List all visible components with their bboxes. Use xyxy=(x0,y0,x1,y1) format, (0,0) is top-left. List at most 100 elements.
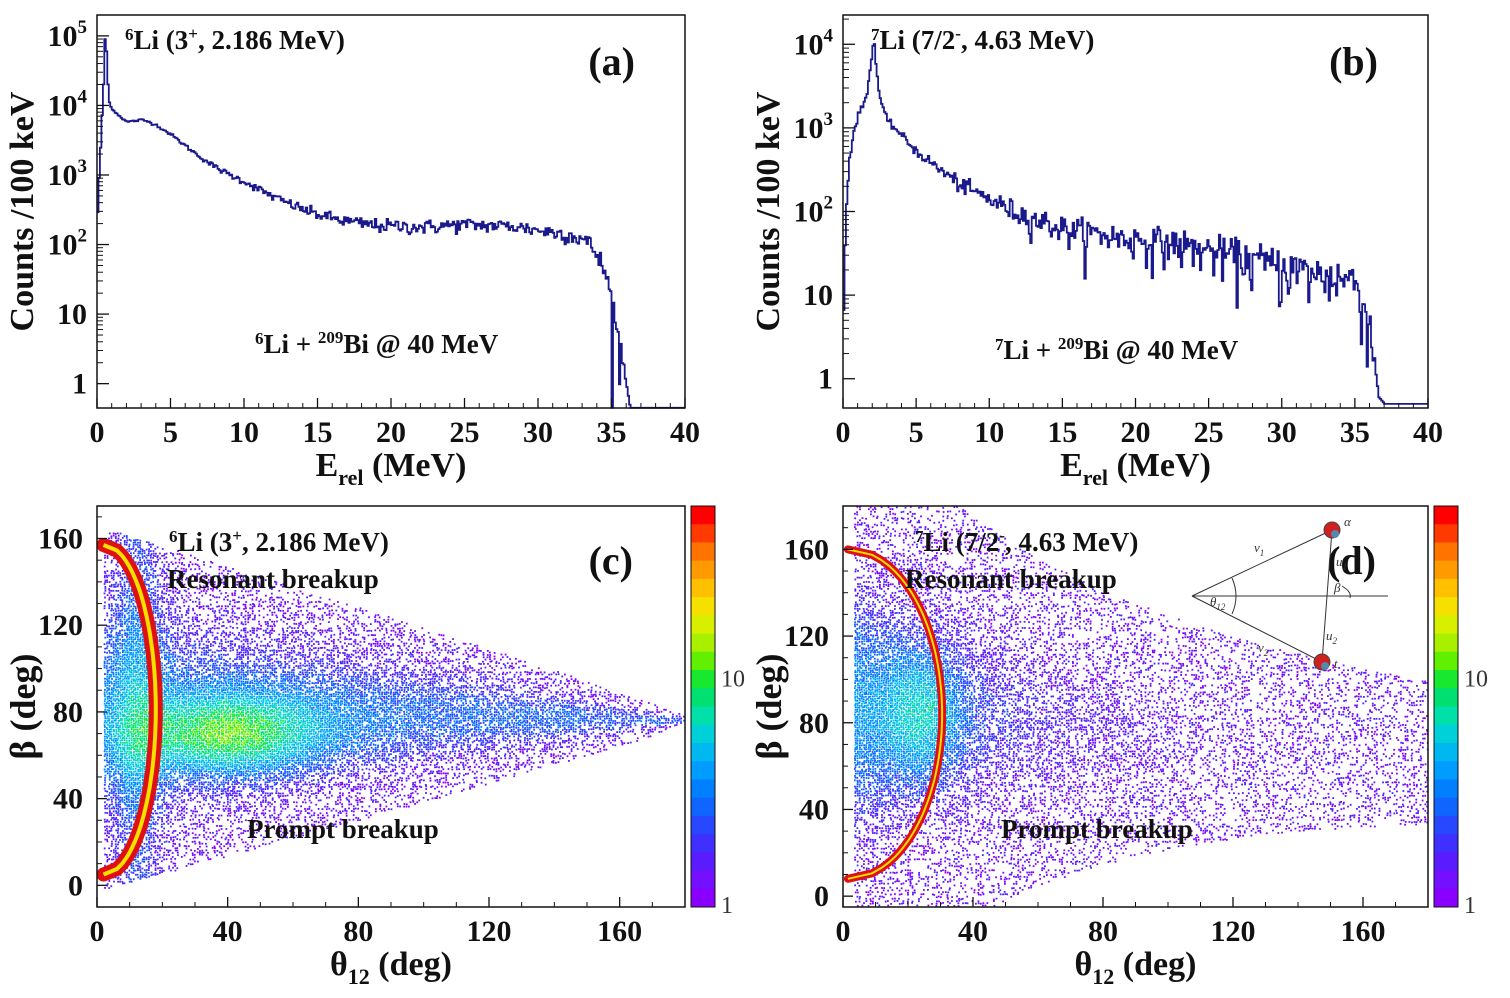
density-pixel xyxy=(141,847,144,850)
density-pixel xyxy=(146,731,148,733)
density-pixel xyxy=(172,684,175,687)
density-pixel xyxy=(181,808,184,810)
density-pixel xyxy=(181,658,184,661)
density-pixel xyxy=(171,807,174,810)
density-pixel xyxy=(137,700,140,702)
density-pixel xyxy=(111,711,113,714)
density-pixel xyxy=(137,702,140,705)
density-pixel xyxy=(135,704,137,707)
density-pixel xyxy=(134,739,137,742)
density-pixel xyxy=(126,814,128,816)
density-pixel xyxy=(110,635,113,638)
density-pixel xyxy=(139,715,142,718)
density-pixel xyxy=(165,777,168,779)
density-pixel xyxy=(139,759,142,762)
density-pixel xyxy=(108,766,111,768)
density-pixel xyxy=(139,719,142,722)
density-pixel xyxy=(117,612,120,615)
density-pixel xyxy=(133,784,135,786)
density-pixel xyxy=(134,806,137,808)
density-pixel xyxy=(126,805,129,808)
density-pixel xyxy=(166,644,168,647)
density-pixel xyxy=(126,735,129,737)
density-pixel xyxy=(185,779,188,781)
density-pixel xyxy=(139,731,141,733)
density-pixel xyxy=(117,730,120,733)
density-pixel xyxy=(170,662,173,665)
density-pixel xyxy=(103,724,106,727)
density-pixel xyxy=(104,825,106,828)
density-pixel xyxy=(116,778,119,781)
density-pixel xyxy=(191,852,194,855)
density-pixel xyxy=(165,785,167,788)
density-pixel xyxy=(152,816,154,819)
density-pixel xyxy=(181,622,184,625)
density-pixel xyxy=(156,873,159,876)
density-pixel xyxy=(108,732,111,735)
density-pixel xyxy=(187,627,190,629)
density-pixel xyxy=(136,873,139,876)
density-pixel xyxy=(130,814,133,817)
density-pixel xyxy=(108,768,110,771)
density-pixel xyxy=(135,671,137,673)
density-pixel xyxy=(138,754,141,757)
density-pixel xyxy=(125,797,128,799)
density-pixel xyxy=(165,752,168,755)
density-pixel xyxy=(183,589,186,592)
density-pixel xyxy=(171,852,174,854)
density-pixel xyxy=(119,711,121,714)
density-pixel xyxy=(112,856,115,858)
density-pixel xyxy=(130,772,133,775)
density-pixel xyxy=(191,660,194,663)
density-pixel xyxy=(132,631,135,634)
density-pixel xyxy=(141,574,144,577)
density-pixel xyxy=(117,623,120,626)
density-pixel xyxy=(181,744,184,747)
density-pixel xyxy=(121,816,124,819)
density-pixel xyxy=(104,589,107,592)
density-pixel xyxy=(149,543,152,546)
density-pixel xyxy=(115,715,118,718)
density-pixel xyxy=(176,777,179,780)
density-pixel xyxy=(191,618,194,621)
density-pixel xyxy=(110,702,113,705)
density-pixel xyxy=(167,656,170,659)
density-pixel xyxy=(126,719,129,722)
density-pixel xyxy=(132,669,135,672)
density-pixel xyxy=(185,757,187,760)
density-pixel xyxy=(167,603,170,606)
density-pixel xyxy=(176,616,179,619)
density-pixel xyxy=(143,682,146,685)
density-pixel xyxy=(166,765,168,768)
density-pixel xyxy=(165,638,168,641)
density-pixel xyxy=(193,724,196,727)
density-pixel xyxy=(183,763,186,766)
density-pixel xyxy=(183,816,186,819)
density-pixel xyxy=(121,711,124,713)
density-pixel xyxy=(161,772,164,775)
density-pixel xyxy=(115,722,117,725)
density-pixel xyxy=(172,695,174,698)
density-pixel xyxy=(121,685,124,687)
density-pixel xyxy=(106,746,108,748)
density-pixel xyxy=(117,841,120,844)
density-pixel xyxy=(117,717,119,719)
density-pixel xyxy=(134,744,137,747)
density-pixel xyxy=(159,608,162,610)
y-tick-label: 10 xyxy=(803,279,833,312)
density-pixel xyxy=(115,746,118,748)
density-pixel xyxy=(113,880,115,883)
density-pixel xyxy=(161,799,163,801)
density-pixel xyxy=(163,827,165,830)
density-pixel xyxy=(193,710,196,713)
density-pixel xyxy=(176,641,179,643)
density-pixel xyxy=(130,786,132,788)
density-pixel xyxy=(164,718,166,720)
density-pixel xyxy=(128,598,131,601)
density-pixel xyxy=(104,695,106,698)
density-pixel xyxy=(156,803,159,806)
density-pixel xyxy=(191,748,194,750)
density-pixel xyxy=(178,697,181,700)
density-pixel xyxy=(168,576,170,579)
density-pixel xyxy=(114,790,117,792)
